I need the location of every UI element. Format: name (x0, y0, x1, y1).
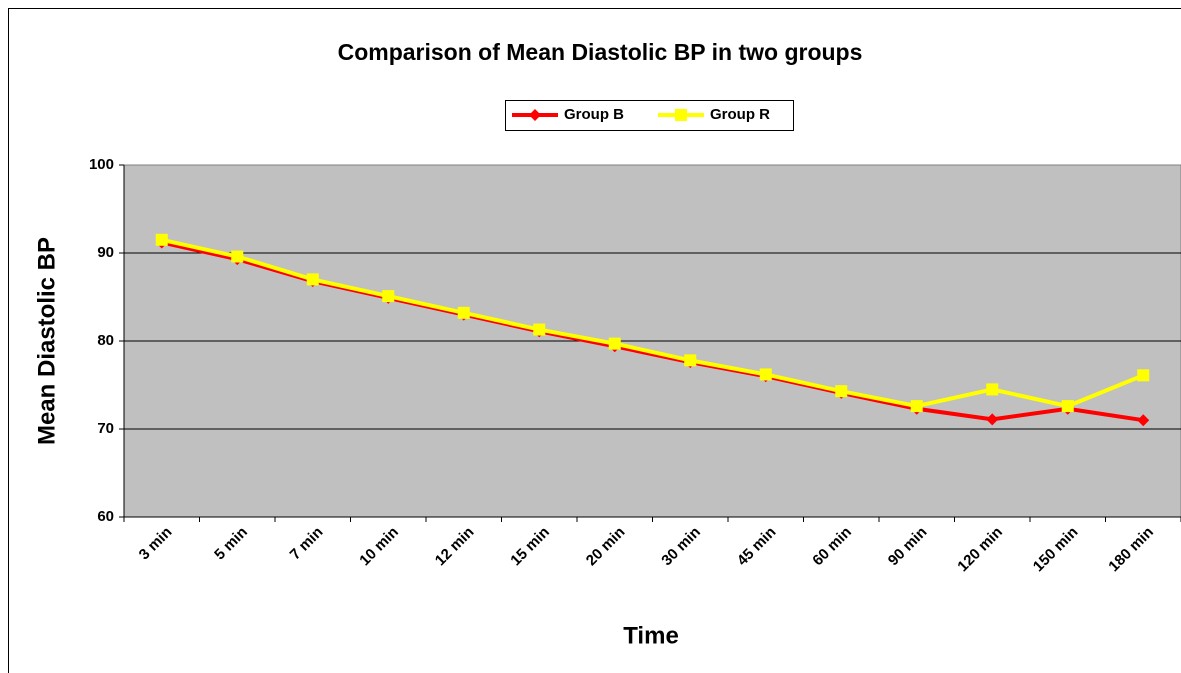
point-marker (155, 233, 168, 246)
point-marker (529, 109, 541, 121)
point-marker (382, 290, 395, 303)
point-marker (986, 413, 999, 426)
legend-box (505, 100, 794, 131)
legend-label: Group B (564, 106, 624, 123)
point-marker (608, 337, 621, 350)
chart-title: Comparison of Mean Diastolic BP in two g… (338, 39, 863, 65)
y-tick-label: 80 (97, 332, 114, 349)
point-marker (306, 273, 319, 286)
point-marker (986, 383, 999, 396)
series-line (161, 237, 1145, 409)
y-axis-label: Mean Diastolic BP (33, 237, 60, 445)
point-marker (457, 306, 470, 319)
y-tick-label: 100 (89, 156, 114, 173)
point-marker (759, 368, 772, 381)
point-marker (910, 400, 923, 413)
point-marker (835, 385, 848, 398)
point-marker (533, 323, 546, 336)
x-axis-label: Time (623, 622, 679, 649)
legend-label: Group R (710, 106, 770, 123)
point-marker (684, 354, 697, 367)
y-tick-label: 70 (97, 420, 114, 437)
y-tick-label: 90 (97, 244, 114, 261)
point-marker (231, 250, 244, 263)
point-marker (675, 109, 687, 121)
point-marker (1137, 414, 1150, 427)
point-marker (1061, 400, 1074, 413)
y-tick-label: 60 (97, 508, 114, 525)
point-marker (1137, 369, 1150, 382)
